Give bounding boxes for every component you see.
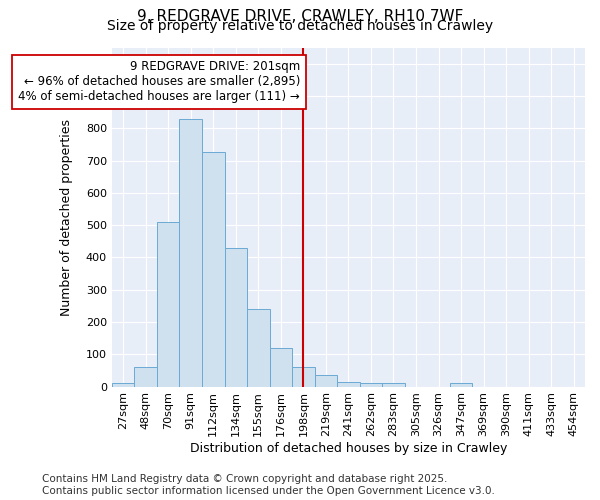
Bar	[314, 376, 337, 386]
Bar	[359, 384, 382, 386]
Bar	[224, 248, 247, 386]
Bar	[247, 309, 269, 386]
Text: Contains HM Land Registry data © Crown copyright and database right 2025.
Contai: Contains HM Land Registry data © Crown c…	[42, 474, 495, 496]
Bar	[382, 384, 405, 386]
Text: Size of property relative to detached houses in Crawley: Size of property relative to detached ho…	[107, 19, 493, 33]
Bar	[179, 118, 202, 386]
Bar	[202, 152, 224, 386]
Bar	[269, 348, 292, 387]
Bar	[450, 384, 472, 386]
Bar	[292, 367, 314, 386]
Text: 9 REDGRAVE DRIVE: 201sqm
← 96% of detached houses are smaller (2,895)
4% of semi: 9 REDGRAVE DRIVE: 201sqm ← 96% of detach…	[18, 60, 300, 104]
Bar	[157, 222, 179, 386]
Bar	[134, 367, 157, 386]
Bar	[112, 384, 134, 386]
X-axis label: Distribution of detached houses by size in Crawley: Distribution of detached houses by size …	[190, 442, 507, 455]
Bar	[337, 382, 359, 386]
Y-axis label: Number of detached properties: Number of detached properties	[61, 118, 73, 316]
Text: 9, REDGRAVE DRIVE, CRAWLEY, RH10 7WF: 9, REDGRAVE DRIVE, CRAWLEY, RH10 7WF	[137, 9, 463, 24]
